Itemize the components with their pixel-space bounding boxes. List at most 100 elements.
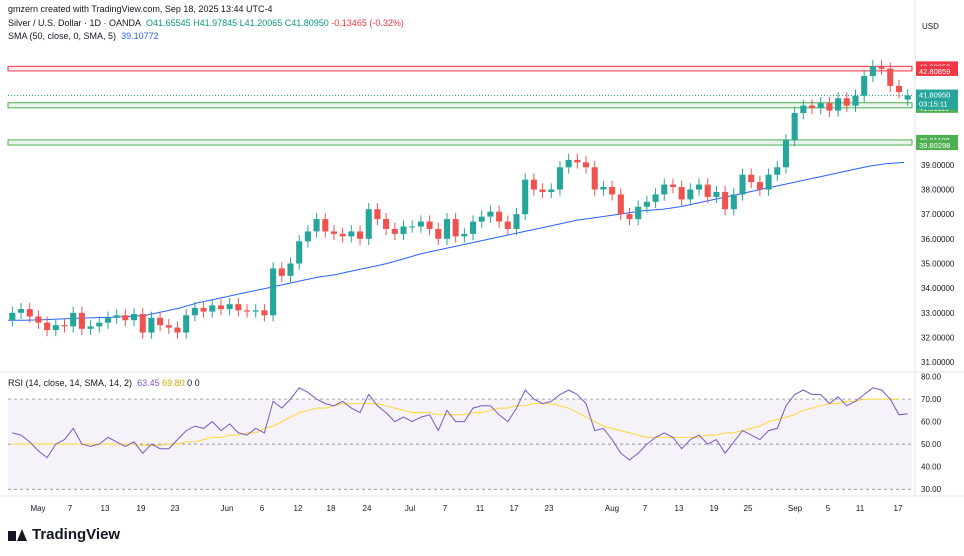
candle-body: [591, 167, 598, 190]
candle-body: [130, 314, 138, 321]
price-tick-label: 33.00000: [921, 309, 955, 318]
time-tick-label: 19: [137, 504, 146, 513]
candle-body: [669, 184, 677, 188]
candle-body: [226, 304, 233, 310]
candle-body: [339, 233, 346, 237]
ohlc-close: C41.80950: [284, 18, 329, 28]
candle-body: [174, 327, 181, 333]
candle-body: [861, 76, 868, 96]
time-tick-label: 12: [294, 504, 303, 513]
candle-body: [678, 187, 685, 200]
candle-body: [765, 174, 772, 190]
time-tick-label: 24: [363, 504, 372, 513]
candle-body: [800, 105, 807, 114]
candle-body: [539, 189, 546, 192]
candle-body: [148, 317, 155, 333]
time-tick-label: 19: [710, 504, 719, 513]
candle-body: [887, 68, 894, 86]
candle-body: [44, 322, 51, 331]
ohlc-high: H41.97845: [193, 18, 238, 28]
candle-body: [869, 66, 876, 77]
candle-body: [756, 182, 763, 190]
candle-body: [487, 211, 494, 217]
price-tick-label: 37.00000: [921, 210, 955, 219]
currency-label: USD: [922, 22, 939, 31]
support-level-tag: [916, 140, 958, 151]
time-tick-label: 13: [101, 504, 110, 513]
resistance-zone: [7, 65, 913, 72]
candle-body: [895, 85, 903, 93]
tradingview-brand: TradingView: [8, 526, 120, 543]
candle-body: [243, 310, 251, 312]
candle-body: [113, 315, 120, 318]
rsi-line: [12, 387, 908, 461]
candle-body: [843, 98, 850, 106]
candle-body: [365, 209, 372, 239]
candle-body: [826, 103, 833, 111]
tradingview-logo-icon: [8, 528, 27, 541]
candle-body: [452, 219, 459, 237]
symbol-line: Silver / U.S. Dollar · 1D · OANDA O41.65…: [8, 18, 404, 28]
time-tick-label: Jul: [405, 504, 415, 513]
time-tick-label: 13: [675, 504, 684, 513]
candle-body: [478, 216, 485, 222]
candle-body: [209, 305, 216, 312]
candle-body: [782, 140, 790, 168]
rsi-legend[interactable]: RSI (14, close, 14, SMA, 14, 2) 63.45 69…: [8, 378, 200, 388]
sma-legend-value: 39.10772: [121, 31, 159, 41]
candle-body: [200, 307, 207, 312]
time-tick-label: 7: [443, 504, 448, 513]
rsi-ma-legend-value: 69.80: [162, 378, 185, 388]
candle-body: [774, 167, 781, 175]
candle-body: [626, 214, 633, 220]
candle-body: [70, 312, 77, 327]
rsi-legend-value: 63.45: [137, 378, 160, 388]
candle-body: [374, 209, 381, 220]
time-tick-label: Sep: [788, 504, 803, 513]
candle-body: [278, 268, 285, 276]
rsi-tick-label: 60.00: [921, 418, 942, 427]
time-tick-label: 11: [476, 504, 485, 513]
price-tick-label: 39.00000: [921, 161, 955, 170]
brand-name: TradingView: [32, 526, 121, 543]
sma-legend[interactable]: SMA (50, close, 0, SMA, 5) 39.10772: [8, 31, 159, 41]
time-tick-label: 7: [68, 504, 73, 513]
candle-body: [469, 221, 477, 234]
candle-body: [687, 189, 694, 200]
support-level-tag: [916, 134, 958, 145]
candle-body: [461, 233, 468, 237]
candle-body: [852, 95, 859, 106]
candle-body: [191, 307, 198, 316]
candle-body: [713, 191, 720, 197]
candle-body: [322, 219, 329, 232]
candle-body: [722, 191, 729, 210]
time-tick-label: Aug: [605, 504, 619, 513]
candle-body: [791, 113, 798, 141]
candle-body: [504, 221, 511, 229]
candle-body: [87, 326, 94, 329]
candle-body: [443, 219, 451, 239]
rsi-tick-label: 50.00: [921, 440, 942, 449]
candle-body: [313, 219, 320, 232]
ohlc-change: -0.13465 (-0.32%): [331, 18, 404, 28]
resistance-level-label: 42.80859: [919, 67, 950, 76]
candle-body: [556, 167, 564, 190]
candle-body: [600, 187, 607, 190]
candle-body: [417, 221, 424, 227]
candle-body: [574, 159, 581, 163]
candle-body: [530, 179, 537, 190]
candle-body: [704, 184, 711, 197]
time-tick-label: 25: [744, 504, 753, 513]
sma-50-line: [8, 161, 905, 321]
last-price-label: 41.80950: [919, 91, 950, 100]
time-tick-label: Jun: [221, 504, 234, 513]
candle-body: [609, 187, 616, 195]
support-zone: [7, 102, 913, 109]
candle-body: [643, 201, 650, 207]
candle-body: [878, 66, 885, 69]
candle-body: [330, 231, 338, 234]
candle-body: [270, 268, 277, 316]
countdown-label: 03:15:11: [919, 100, 948, 109]
candle-body: [122, 315, 129, 321]
